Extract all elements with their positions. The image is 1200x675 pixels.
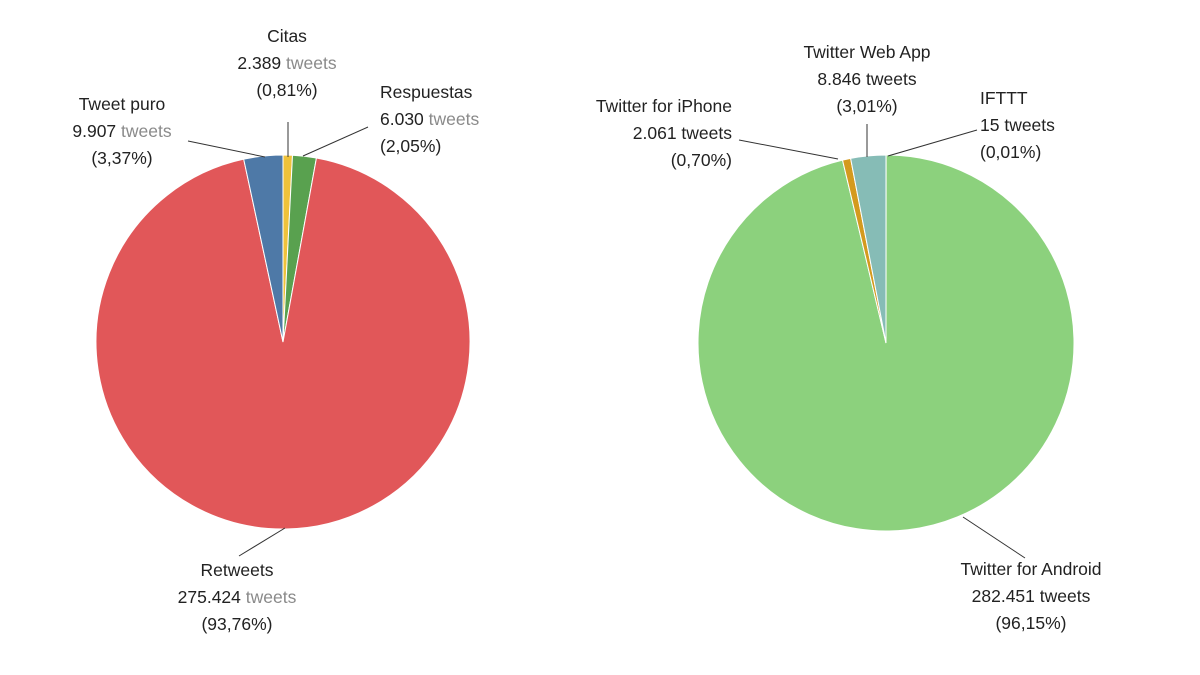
pie-chart-2: IFTTT 15 tweets (0,01%) Twitter for Android… xyxy=(596,42,1102,633)
slice-unit: tweets xyxy=(1040,586,1091,606)
slice-label-citas: Citas 2.389 tweets (0,81%) xyxy=(237,26,336,100)
slice-percent: (3,01%) xyxy=(836,96,897,116)
slice-name: Twitter for iPhone xyxy=(596,96,732,116)
slice-percent: (2,05%) xyxy=(380,136,441,156)
slice-label-twitter-for-android: Twitter for Android 282.451 tweets (96,15%… xyxy=(960,559,1101,633)
slice-unit: tweets xyxy=(1004,115,1055,135)
pie-slice-tweet-puro xyxy=(243,154,284,343)
slice-count: 2.061 xyxy=(633,123,682,143)
slice-label-retweets: Retweets 275.424 tweets (93,76%) xyxy=(178,560,297,634)
leader-line-twitter-for-android xyxy=(962,516,1026,559)
slice-count: 282.451 xyxy=(972,586,1040,606)
slice-label-twitter-web-app: Twitter Web App 8.846 tweets (3,01%) xyxy=(803,42,930,116)
leader-line-retweets xyxy=(238,527,286,557)
slice-unit: tweets xyxy=(866,69,917,89)
pie-slice-twitter-web-app xyxy=(850,154,887,344)
slice-name: Retweets xyxy=(201,560,274,580)
slice-label-respuestas: Respuestas 6.030 tweets (2,05%) xyxy=(380,82,479,156)
slice-count: 8.846 xyxy=(817,69,866,89)
slice-name: Twitter for Android xyxy=(960,559,1101,579)
slice-unit: tweets xyxy=(121,121,172,141)
slice-percent: (3,37%) xyxy=(91,148,152,168)
leader-line-ifttt xyxy=(887,129,978,157)
slice-count: 6.030 xyxy=(380,109,429,129)
slice-name: IFTTT xyxy=(980,88,1028,108)
slice-percent: (0,81%) xyxy=(256,80,317,100)
slice-percent: (0,01%) xyxy=(980,142,1041,162)
slice-unit: tweets xyxy=(246,587,297,607)
slice-name: Citas xyxy=(267,26,307,46)
leader-line-twitter-for-iphone xyxy=(738,139,839,160)
slice-label-ifttt: IFTTT 15 tweets (0,01%) xyxy=(980,88,1055,162)
slice-count: 15 xyxy=(980,115,1004,135)
slice-name: Tweet puro xyxy=(79,94,166,114)
slice-count: 2.389 xyxy=(237,53,286,73)
slice-unit: tweets xyxy=(681,123,732,143)
slice-label-twitter-for-iphone: Twitter for iPhone 2.061 tweets (0,70%) xyxy=(596,96,732,170)
slice-label-tweet-puro: Tweet puro 9.907 tweets (3,37%) xyxy=(72,94,171,168)
slice-unit: tweets xyxy=(429,109,480,129)
slice-count: 9.907 xyxy=(72,121,121,141)
slice-percent: (93,76%) xyxy=(201,614,272,634)
slice-percent: (0,70%) xyxy=(671,150,732,170)
slice-name: Respuestas xyxy=(380,82,473,102)
leader-line-tweet-puro xyxy=(187,140,266,158)
leader-line-respuestas xyxy=(302,126,369,157)
slice-count: 275.424 xyxy=(178,587,246,607)
pie-chart-1: Citas 2.389 tweets (0,81%) Respuestas 6.030 … xyxy=(72,26,479,634)
slice-percent: (96,15%) xyxy=(995,613,1066,633)
slice-name: Twitter Web App xyxy=(803,42,930,62)
slice-unit: tweets xyxy=(286,53,337,73)
pie-slice-retweets xyxy=(95,157,471,530)
